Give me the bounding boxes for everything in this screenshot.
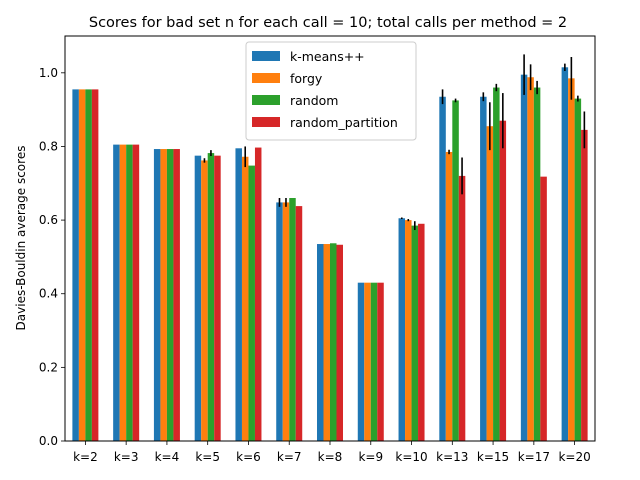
- bar-random-partition-k10: [418, 223, 425, 441]
- y-tick-label: 0.4: [39, 287, 58, 301]
- legend-label: forgy: [290, 71, 323, 86]
- legend-label: k-means++: [290, 49, 365, 64]
- chart-title: Scores for bad set n for each call = 10;…: [89, 15, 567, 31]
- y-tick-label: 0.6: [39, 213, 58, 227]
- bar-forgy-k7: [282, 202, 290, 441]
- bar-random-partition-k2: [91, 89, 99, 442]
- bar-forgy-k9: [364, 282, 371, 441]
- bar-random-k15: [493, 87, 500, 441]
- x-tick-label: k=13: [436, 450, 468, 464]
- bar-random-partition-k9: [377, 282, 384, 441]
- legend-swatch: [252, 117, 280, 127]
- x-tick-label: k=8: [318, 450, 343, 464]
- y-tick-label: 0.2: [39, 360, 58, 374]
- x-axis: k=2 k=3 k=4 k=5 k=6 k=7 k=8 k=9 k=10 k=13 k=15 k=17…: [73, 441, 591, 464]
- y-axis-label: Davies-Bouldin average scores: [14, 146, 28, 331]
- legend-swatch: [252, 51, 280, 61]
- bar-k-means--k20: [561, 67, 569, 441]
- bars-group: [72, 67, 588, 442]
- bar-k-means--k2: [72, 89, 79, 442]
- bar-random-partition-k7: [295, 206, 303, 441]
- x-tick-label: k=10: [395, 450, 427, 464]
- bar-k-means--k4: [153, 149, 161, 442]
- bar-random-k13: [452, 100, 459, 441]
- bar-forgy-k20: [568, 78, 575, 441]
- bar-random-k8: [330, 243, 337, 441]
- bar-k-means--k13: [439, 96, 446, 441]
- bar-forgy-k2: [78, 89, 86, 442]
- bar-random-partition-k17: [540, 176, 547, 442]
- bar-k-means--k6: [235, 148, 242, 441]
- x-tick-label: k=9: [358, 450, 383, 464]
- bar-k-means--k3: [113, 144, 120, 441]
- bar-random-partition-k3: [132, 144, 140, 441]
- bar-k-means--k10: [398, 218, 406, 441]
- x-tick-label: k=17: [518, 450, 550, 464]
- x-tick-label: k=2: [73, 450, 98, 464]
- bar-random-partition-k4: [173, 149, 180, 442]
- x-tick-label: k=20: [558, 450, 590, 464]
- legend-label: random: [290, 93, 338, 108]
- plot-frame: [64, 35, 596, 442]
- bar-forgy-k3: [119, 144, 127, 441]
- bar-random-k5: [207, 153, 215, 441]
- error-bars-group: [203, 54, 586, 231]
- legend-label: random_partition: [290, 115, 398, 130]
- bar-k-means--k15: [480, 96, 487, 441]
- legend: k-means++ forgy random random_partition: [245, 41, 417, 141]
- x-tick-label: k=4: [155, 450, 180, 464]
- legend-swatch: [252, 95, 280, 105]
- bar-forgy-k15: [486, 126, 494, 442]
- y-axis: 0.0 0.2 0.4 0.6 0.8 1.0: [39, 66, 65, 448]
- x-tick-label: k=15: [477, 450, 509, 464]
- bar-random-k17: [533, 87, 541, 441]
- bar-forgy-k10: [405, 220, 412, 441]
- x-tick-label: k=5: [195, 450, 220, 464]
- bar-random-k20: [574, 98, 582, 441]
- bar-random-k4: [166, 149, 174, 442]
- bar-random-partition-k6: [254, 147, 262, 442]
- bar-random-k6: [248, 165, 255, 441]
- bar-random-k10: [411, 225, 419, 441]
- legend-box: [245, 41, 417, 141]
- legend-swatch: [252, 73, 280, 83]
- bar-forgy-k6: [241, 156, 249, 441]
- bar-k-means--k5: [194, 155, 202, 441]
- bar-forgy-k4: [160, 149, 167, 442]
- bar-random-partition-k5: [214, 155, 221, 441]
- bar-k-means--k17: [520, 74, 528, 441]
- x-tick-label: k=7: [277, 450, 302, 464]
- x-tick-label: k=3: [114, 450, 139, 464]
- bar-k-means--k7: [276, 202, 283, 441]
- bar-random-k3: [126, 144, 133, 441]
- y-tick-label: 0.8: [39, 139, 58, 153]
- bar-random-partition-k13: [458, 175, 466, 441]
- y-tick-label: 1.0: [39, 66, 58, 80]
- x-tick-label: k=6: [236, 450, 261, 464]
- bar-k-means--k9: [357, 282, 365, 441]
- bar-forgy-k8: [323, 244, 330, 441]
- bar-k-means--k8: [317, 244, 324, 441]
- y-tick-label: 0.0: [39, 434, 58, 448]
- bar-forgy-k5: [201, 160, 208, 442]
- bar-random-k2: [85, 89, 92, 442]
- bar-random-partition-k15: [499, 120, 507, 441]
- bar-random-partition-k20: [581, 129, 588, 442]
- bar-random-k9: [370, 282, 378, 441]
- bar-random-partition-k8: [336, 244, 343, 441]
- bar-forgy-k17: [527, 77, 534, 442]
- bar-forgy-k13: [445, 151, 453, 441]
- bar-random-k7: [289, 198, 296, 441]
